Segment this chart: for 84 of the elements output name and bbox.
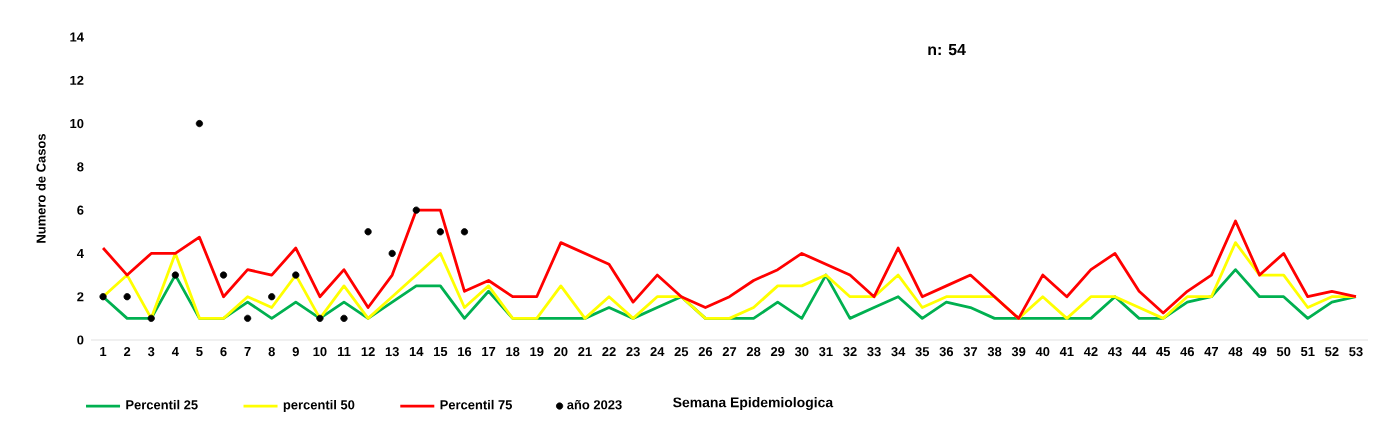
- point: [412, 206, 420, 214]
- x-tick-label: 22: [602, 347, 616, 357]
- x-tick-label: 31: [818, 347, 833, 357]
- x-tick-label: 9: [292, 347, 299, 357]
- y-tick-label: 12: [70, 75, 84, 85]
- x-tick-label: 41: [1059, 347, 1074, 356]
- x-tick-label: 53: [1349, 347, 1363, 357]
- legend-label: año 2023: [567, 399, 622, 410]
- point: [388, 249, 396, 258]
- x-tick-label: 20: [554, 347, 568, 357]
- x-tick-label: 29: [770, 347, 785, 357]
- x-tick-label: 2: [123, 347, 131, 357]
- x-tick-label: 52: [1325, 347, 1339, 357]
- y-tick-label: 4: [76, 248, 84, 258]
- x-tick-label: 17: [482, 347, 496, 356]
- legend-label: percentil 50: [283, 399, 355, 412]
- y-tick-label: 0: [77, 335, 84, 345]
- point: [316, 314, 324, 322]
- x-tick-label: 7: [244, 347, 251, 356]
- x-tick-label: 23: [626, 347, 640, 357]
- legend-label: Percentil 25: [126, 399, 198, 410]
- point: [292, 271, 300, 279]
- x-tick-label: 5: [196, 347, 203, 357]
- x-tick-label: 51: [1300, 347, 1315, 357]
- x-tick-label: 18: [506, 347, 520, 357]
- point: [268, 293, 276, 301]
- x-tick-label: 43: [1108, 347, 1122, 357]
- x-tick-label: 34: [891, 347, 906, 357]
- point: [460, 228, 469, 236]
- x-tick-label: 40: [1035, 347, 1050, 357]
- y-tick-label: 10: [70, 119, 84, 129]
- x-tick-label: 11: [337, 347, 351, 356]
- x-tick-label: 26: [698, 347, 713, 357]
- x-tick-label: 42: [1083, 347, 1098, 357]
- x-tick-label: 30: [794, 347, 809, 357]
- x-tick-label: 28: [746, 347, 761, 357]
- x-tick-label: 47: [1204, 347, 1219, 356]
- x-tick-label: 38: [987, 347, 1002, 357]
- point: [195, 119, 204, 128]
- x-tick-label: 32: [843, 347, 857, 357]
- x-tick-label: 4: [171, 347, 179, 356]
- point: [364, 228, 372, 236]
- x-tick-label: 27: [722, 347, 737, 357]
- legend-label: Percentil 75: [440, 399, 513, 410]
- point: [340, 314, 348, 322]
- x-tick-label: 15: [433, 347, 448, 357]
- annotation: n: 54: [928, 44, 966, 56]
- point: [123, 293, 131, 301]
- point: [99, 293, 107, 301]
- y-axis-title: Numero de Casos: [36, 134, 46, 243]
- x-tick-label: 37: [963, 347, 978, 357]
- x-tick-label: 14: [409, 347, 424, 356]
- x-tick-label: 44: [1132, 347, 1147, 356]
- y-tick-label: 2: [77, 292, 84, 302]
- x-tick-label: 24: [650, 347, 665, 357]
- y-tick-label: 14: [70, 32, 84, 42]
- x-tick-label: 45: [1156, 347, 1171, 357]
- x-tick-label: 50: [1276, 347, 1291, 357]
- x-tick-label: 46: [1180, 347, 1195, 357]
- x-tick-label: 10: [313, 347, 327, 357]
- point: [436, 228, 444, 236]
- x-tick-label: 16: [458, 347, 472, 357]
- x-tick-label: 8: [268, 347, 275, 357]
- x-tick-label: 19: [530, 347, 544, 357]
- x-tick-label: 36: [939, 347, 954, 357]
- x-tick-label: 21: [578, 347, 592, 357]
- x-tick-label: 48: [1228, 347, 1243, 357]
- point: [244, 314, 252, 322]
- x-tick-label: 49: [1252, 347, 1267, 357]
- x-axis-title: Semana Epidemiologica: [673, 397, 834, 411]
- x-tick-label: 1: [100, 347, 107, 356]
- x-tick-label: 3: [147, 347, 155, 357]
- x-tick-label: 39: [1011, 347, 1026, 357]
- x-tick-label: 13: [385, 347, 399, 357]
- x-tick-label: 33: [867, 347, 881, 357]
- x-tick-label: 25: [674, 347, 689, 357]
- x-tick-label: 12: [361, 347, 375, 357]
- point: [219, 271, 228, 279]
- x-tick-label: 35: [915, 347, 930, 357]
- point: [147, 314, 155, 322]
- y-tick-label: 6: [77, 205, 84, 215]
- x-tick-label: 6: [220, 347, 227, 357]
- point: [171, 271, 179, 279]
- y-tick-label: 8: [77, 162, 84, 172]
